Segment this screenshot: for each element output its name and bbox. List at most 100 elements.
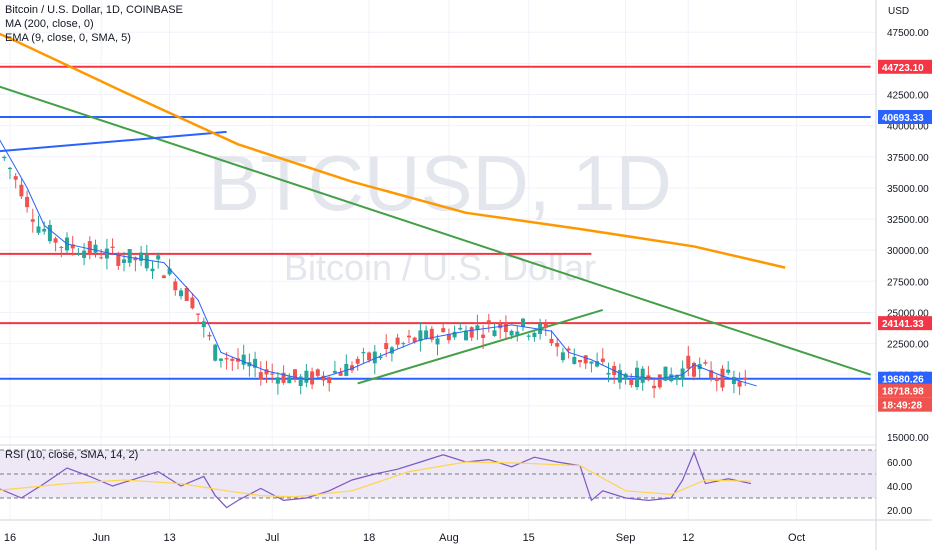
candle-body [327,377,332,384]
price-label-bg [878,383,932,398]
legend-ema[interactable]: EMA (9, close, 0, SMA, 5) [5,32,131,44]
candle-body [275,377,280,384]
candle-body [407,335,411,338]
candle-body [464,330,468,341]
candle-body [82,250,87,258]
price-tick-label: 47500.00 [887,28,929,39]
candle-body [304,370,309,383]
candle-body [492,330,497,337]
candle-body [424,330,429,339]
indicator-lines [0,32,786,387]
main-legend[interactable]: Bitcoin / U.S. Dollar, 1D, COINBASE MA (… [5,3,183,45]
candle-body [714,378,719,381]
candle-body [731,376,736,385]
watermark-symbol: BTCUSD, 1D [208,139,672,227]
candle-body [532,332,537,338]
grid [0,0,876,520]
candle-body [310,371,315,385]
candle-body [315,369,320,376]
candle-body [384,343,389,350]
rsi-legend[interactable]: RSI (10, close, SMA, 14, 2) [5,449,139,461]
price-label: 40693.33 [882,113,924,124]
candle-body [435,338,440,345]
candle-body [481,334,486,338]
candle-body [452,331,457,338]
candle-body [281,372,286,383]
candle-body [475,325,480,331]
candle-body [669,374,674,382]
candle-body [441,328,446,333]
candle-body [635,367,639,388]
candle-body [566,348,571,351]
candle-body [173,281,178,291]
candle-body [378,356,383,359]
candle-body [338,372,343,376]
candle-body [389,347,394,354]
candle-body [201,321,206,328]
candle-body [25,196,30,208]
price-tick-label: 35000.00 [887,184,929,195]
candle-body [606,372,611,375]
candle-body [623,373,628,380]
price-label-bg [878,316,932,331]
candle-body [213,344,218,361]
price-label-bg [878,109,932,124]
candle-body [355,358,360,364]
axis-unit: USD [888,6,909,17]
candle-body [270,373,275,375]
price-tick-label: 37500.00 [887,153,929,164]
watermark: BTCUSD, 1D Bitcoin / U.S. Dollar [208,139,672,288]
trend-line [0,85,872,376]
rsi-pane [0,444,932,509]
candle-body [184,287,189,302]
candle-body [2,156,7,159]
candle-body [127,249,132,263]
trend-line [357,308,604,385]
candle-body [196,313,201,315]
candle-body [253,358,258,368]
time-tick-label: Aug [439,532,459,544]
candle-body [110,246,115,248]
rsi-ma-line [0,461,752,498]
price-tick-label: 27500.00 [887,277,929,288]
price-tick-label: 22500.00 [887,340,929,351]
rsi-line [0,450,752,509]
candle-body [47,224,52,242]
candle-body [692,362,696,377]
time-tick-label: 13 [163,532,175,544]
candle-body [652,385,657,389]
candle-body [59,246,64,248]
candle-body [350,365,354,371]
time-tick-label: 15 [523,532,535,544]
time-tick-label: 18 [363,532,375,544]
candle-body [133,257,138,261]
legend-ma[interactable]: MA (200, close, 0) [5,18,94,30]
candle-body [543,323,548,328]
candle-body [293,369,297,379]
candle-body [122,259,126,263]
candle-body [241,354,246,365]
legend-title[interactable]: Bitcoin / U.S. Dollar, 1D, COINBASE [5,4,183,16]
candle-body [589,361,594,364]
candle-body [429,328,434,340]
time-tick-label: 16 [4,532,16,544]
candle-body [179,290,183,297]
candle-body [583,355,588,364]
candle-body [515,331,520,336]
candle-body [116,255,121,266]
candle-body [595,361,600,367]
price-label: 18718.98 [882,387,924,398]
time-tick-label: 12 [682,532,694,544]
candle-body [287,376,292,384]
candle-body [549,338,554,344]
candle-body [680,368,685,380]
candle-body [578,359,582,363]
candle-body [93,244,98,253]
price-label: 18:49:28 [882,401,922,412]
candle-body [30,219,35,222]
price-tick-label: 25000.00 [887,308,929,319]
candle-body [663,366,668,381]
candle-body [401,343,406,345]
price-tick-label: 15000.00 [887,433,929,444]
